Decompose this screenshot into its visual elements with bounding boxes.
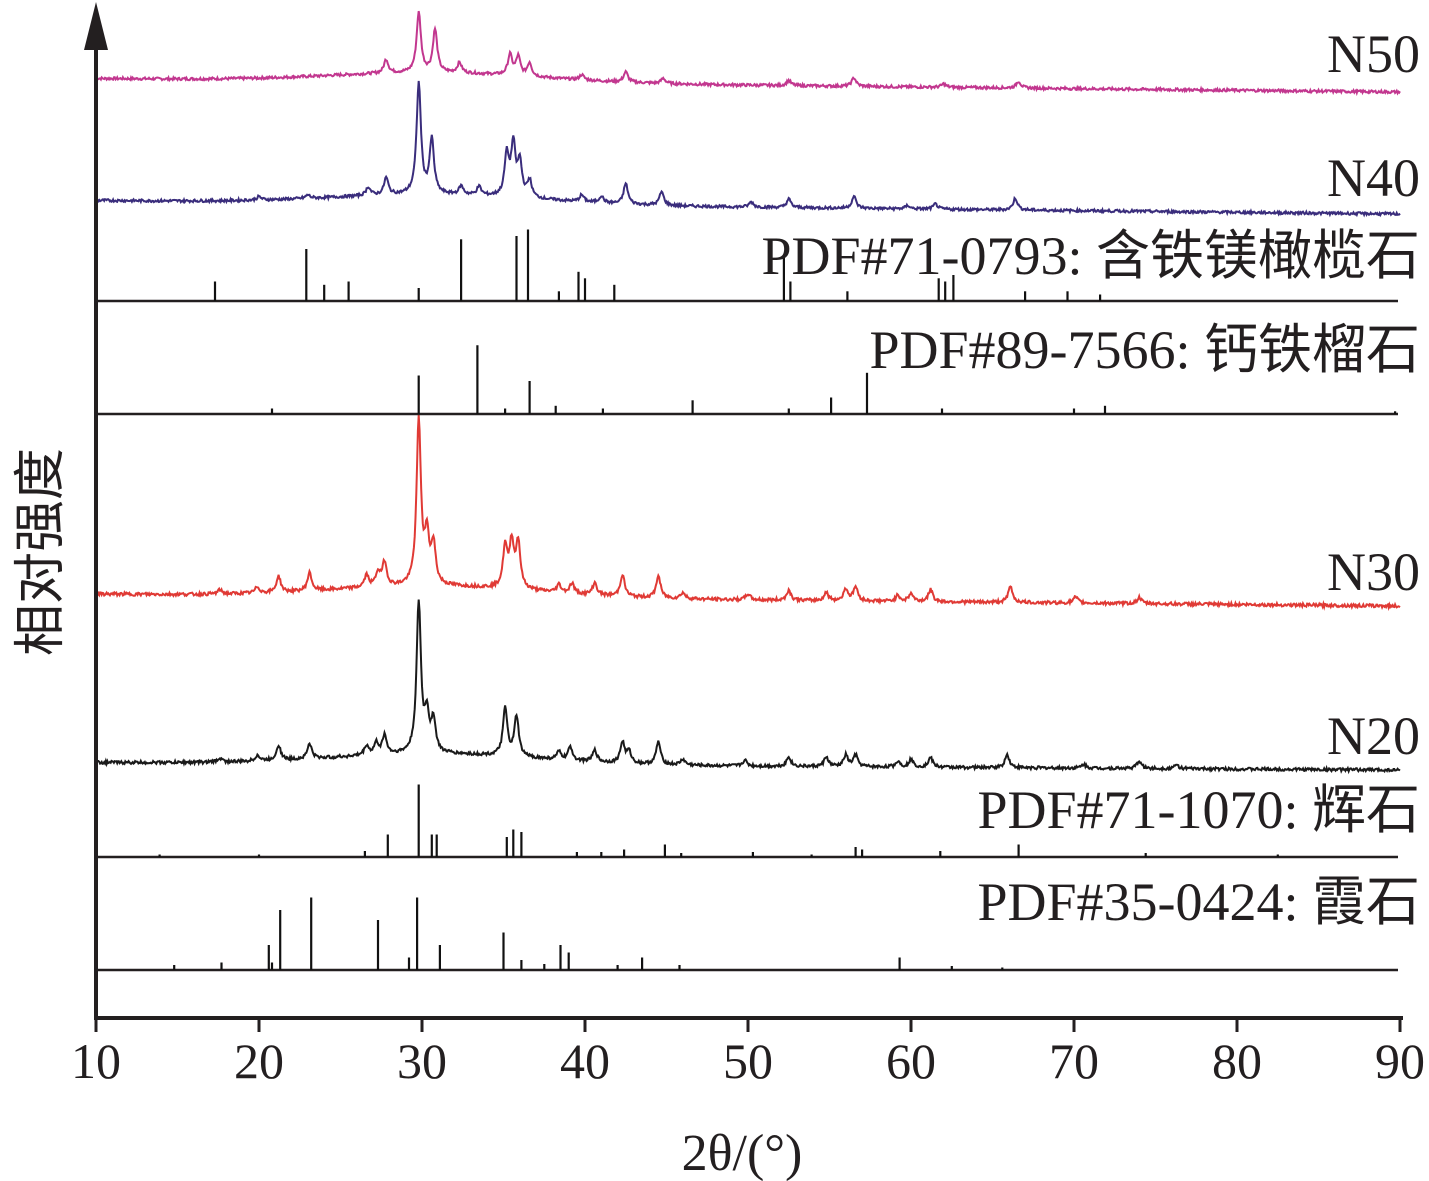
reference-label: PDF#71-0793: 含铁镁橄榄石 bbox=[761, 226, 1420, 286]
x-axis-title: 2θ/(°) bbox=[682, 1125, 803, 1181]
x-axis-ticks: 10 20 30 40 50 60 70 80 90 bbox=[71, 1018, 1425, 1089]
x-tick-label: 20 bbox=[234, 1033, 284, 1089]
series-label-n20: N20 bbox=[1327, 706, 1420, 766]
x-tick-label: 90 bbox=[1375, 1033, 1425, 1089]
series-labels: N50 N40 N30 N20 PDF#71-0793: 含铁镁橄榄石 PDF#89-75… bbox=[761, 24, 1420, 932]
series-label-n50: N50 bbox=[1327, 24, 1420, 84]
series-label-n30: N30 bbox=[1327, 542, 1420, 602]
series-line-n50 bbox=[95, 10, 1401, 97]
y-axis-arrow-icon bbox=[84, 2, 108, 50]
x-tick-label: 30 bbox=[397, 1033, 447, 1089]
reference-patterns bbox=[96, 229, 1398, 972]
x-tick-label: 60 bbox=[886, 1033, 936, 1089]
reference-label: PDF#35-0424: 霞石 bbox=[977, 872, 1420, 932]
x-tick-label: 40 bbox=[560, 1033, 610, 1089]
x-tick-label: 80 bbox=[1212, 1033, 1262, 1089]
series-line-n30 bbox=[95, 415, 1401, 612]
series-line-n40 bbox=[95, 80, 1401, 218]
x-tick-label: 10 bbox=[71, 1033, 121, 1089]
x-tick-label: 50 bbox=[723, 1033, 773, 1089]
series-line-n20 bbox=[95, 599, 1401, 775]
plot-area bbox=[95, 10, 1401, 775]
reference-label: PDF#89-7566: 钙铁榴石 bbox=[869, 320, 1420, 380]
reference-label: PDF#71-1070: 辉石 bbox=[977, 780, 1420, 840]
y-axis-title: 相对强度 bbox=[13, 448, 70, 656]
x-tick-label: 70 bbox=[1049, 1033, 1099, 1089]
series-label-n40: N40 bbox=[1327, 148, 1420, 208]
